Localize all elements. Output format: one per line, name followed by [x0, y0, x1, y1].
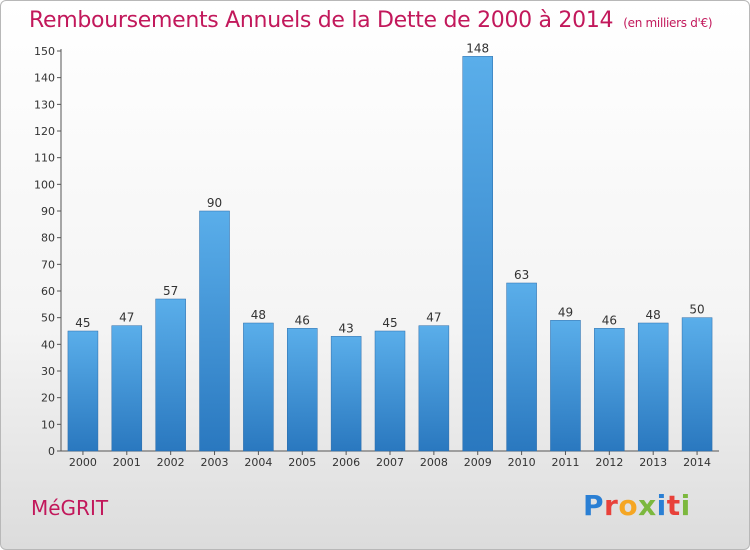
x-tick-label: 2013 [639, 456, 667, 469]
data-label: 46 [602, 313, 617, 327]
x-tick-label: 2014 [683, 456, 711, 469]
x-tick-label: 2000 [69, 456, 97, 469]
data-label: 148 [466, 41, 489, 55]
bar-2013 [637, 322, 669, 452]
logo-letter: t [666, 489, 681, 522]
data-label: 45 [382, 316, 397, 330]
data-label: 50 [689, 303, 704, 317]
data-label: 47 [426, 311, 441, 325]
data-label: 49 [558, 305, 573, 319]
logo-letter: r [604, 489, 619, 522]
logo-letter: i [680, 489, 691, 522]
proxiti-logo: Proxiti [583, 489, 691, 522]
y-tick-label: 150 [34, 45, 55, 58]
bar-2011 [550, 320, 581, 452]
bar-2000 [67, 330, 99, 452]
y-tick-label: 10 [41, 418, 55, 431]
x-tick-label: 2006 [332, 456, 360, 469]
data-label: 57 [163, 284, 178, 298]
bar-2008 [418, 325, 450, 452]
bar-2014 [681, 317, 713, 452]
x-tick-label: 2009 [464, 456, 492, 469]
y-tick-label: 140 [34, 72, 55, 85]
data-label: 45 [75, 316, 90, 330]
logo-letter: i [656, 489, 667, 522]
y-tick-label: 20 [41, 392, 55, 405]
bar-2007 [374, 330, 406, 452]
y-tick-label: 130 [34, 98, 55, 111]
chart-title-text: Remboursements Annuels de la Dette de 20… [29, 8, 614, 33]
x-tick-label: 2011 [551, 456, 579, 469]
y-tick-label: 50 [41, 312, 55, 325]
y-tick-label: 100 [34, 178, 55, 191]
x-tick-label: 2005 [288, 456, 316, 469]
y-tick-label: 0 [48, 445, 55, 458]
y-tick-label: 110 [34, 152, 55, 165]
bar-2003 [199, 210, 230, 452]
y-tick-label: 30 [41, 365, 55, 378]
x-tick-label: 2008 [420, 456, 448, 469]
bar-2006 [330, 336, 362, 452]
bar-2005 [287, 328, 318, 452]
data-label: 43 [338, 321, 353, 335]
bar-2009 [462, 56, 493, 452]
data-label: 48 [646, 308, 661, 322]
bar-2004 [243, 322, 274, 452]
bar-2010 [506, 282, 537, 452]
x-tick-label: 2007 [376, 456, 404, 469]
x-tick-label: 2012 [595, 456, 623, 469]
x-tick-label: 2001 [113, 456, 141, 469]
logo-letter: P [583, 489, 605, 522]
chart-axes: 0 10 20 30 40 50 60 70 80 90 100 110 120 130 140 150 200… [34, 45, 719, 469]
y-tick-label: 60 [41, 285, 55, 298]
x-tick-label: 2010 [508, 456, 536, 469]
y-tick-label: 90 [41, 205, 55, 218]
chart-title: Remboursements Annuels de la Dette de 20… [29, 8, 713, 33]
logo-letter: x [638, 489, 657, 522]
bar-2012 [594, 328, 625, 452]
data-label: 48 [251, 308, 266, 322]
chart-data-labels: 45 47 57 90 48 46 43 45 47 148 63 49 46 48 50 [75, 41, 704, 335]
x-tick-label: 2003 [201, 456, 229, 469]
data-label: 46 [295, 313, 310, 327]
logo-letter: o [618, 489, 639, 522]
data-label: 90 [207, 196, 222, 210]
data-label: 47 [119, 311, 134, 325]
chart-bars [67, 56, 713, 452]
data-label: 63 [514, 268, 529, 282]
x-tick-label: 2002 [157, 456, 185, 469]
y-tick-label: 70 [41, 258, 55, 271]
y-tick-label: 120 [34, 125, 55, 138]
bar-2001 [111, 325, 143, 452]
y-tick-label: 40 [41, 338, 55, 351]
y-tick-label: 80 [41, 232, 55, 245]
x-tick-label: 2004 [244, 456, 272, 469]
bar-2002 [155, 298, 186, 452]
commune-name: MéGRIT [31, 496, 109, 520]
chart-unit: (en milliers d'€) [623, 16, 713, 30]
